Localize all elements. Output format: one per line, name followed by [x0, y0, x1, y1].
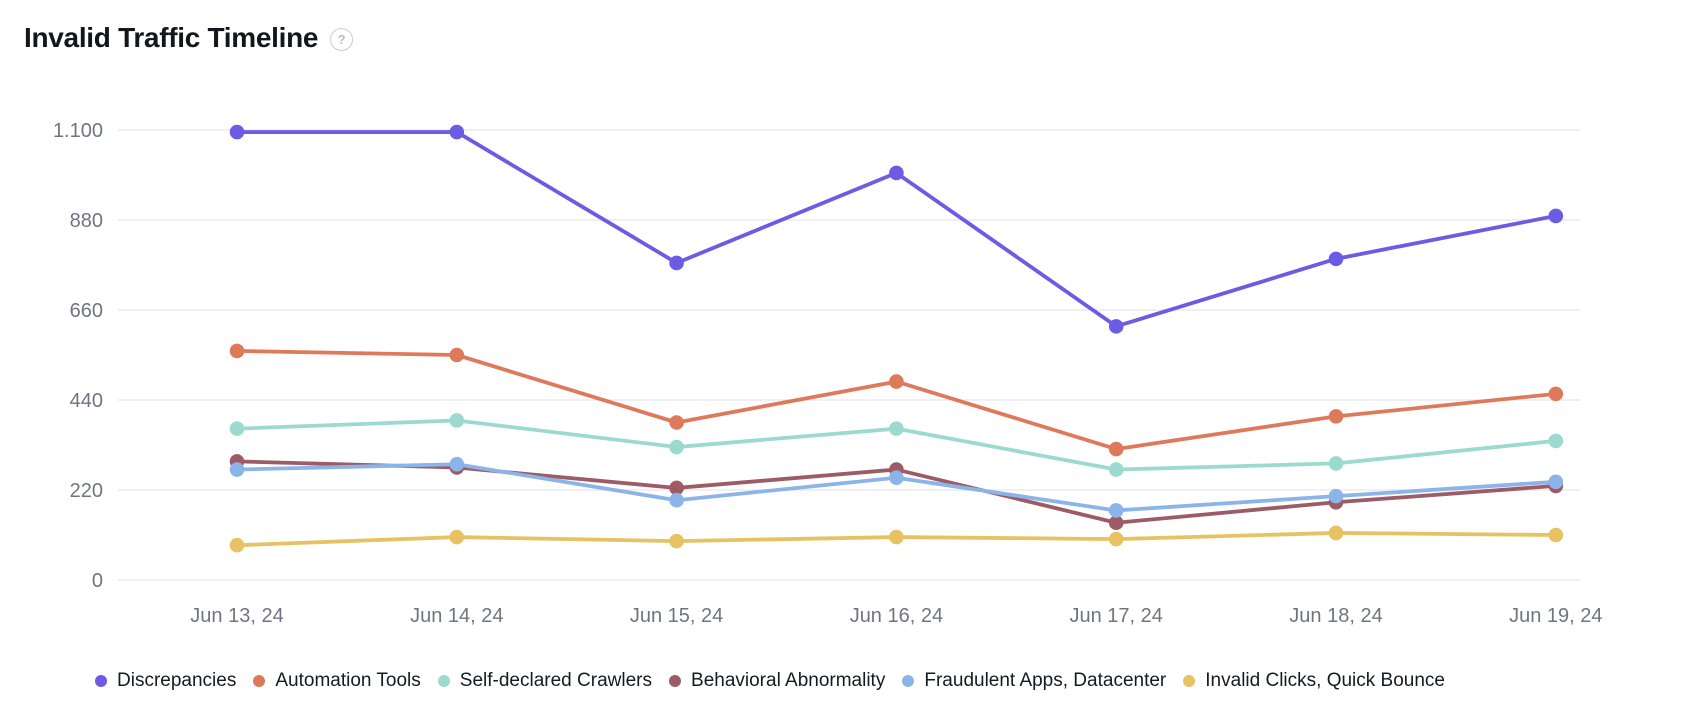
y-axis-tick: 660 — [70, 300, 103, 322]
chart-legend: Discrepancies Automation Tools Self-declar… — [95, 670, 1445, 692]
data-point-discrepancies[interactable] — [1548, 208, 1564, 224]
legend-label: Behavioral Abnormality — [691, 670, 886, 691]
data-point-invalid-clicks-quick-bounce[interactable] — [669, 533, 684, 549]
data-point-self-declared-crawlers[interactable] — [229, 421, 245, 436]
legend-item-self-declared-crawlers[interactable]: Self-declared Crawlers — [437, 670, 652, 692]
legend-dot-discrepancies — [95, 675, 107, 687]
x-axis-label: Jun 17, 24 — [1069, 605, 1162, 627]
y-axis-tick: 220 — [70, 480, 103, 502]
data-point-fraudulent-apps-datacenter[interactable] — [1108, 503, 1124, 518]
data-point-fraudulent-apps-datacenter[interactable] — [229, 462, 245, 477]
data-point-self-declared-crawlers[interactable] — [449, 413, 465, 428]
x-axis-label: Jun 14, 24 — [410, 605, 503, 627]
legend-dot-invalid-clicks-quick-bounce — [1183, 675, 1196, 687]
legend-dot-automation-tools — [253, 675, 266, 687]
data-point-automation-tools[interactable] — [1108, 441, 1124, 457]
legend-item-behavioral-abnormality[interactable]: Behavioral Abnormality — [669, 670, 885, 692]
data-point-fraudulent-apps-datacenter[interactable] — [449, 456, 465, 472]
data-point-behavioral-abnormality[interactable] — [1108, 515, 1124, 531]
data-point-fraudulent-apps-datacenter[interactable] — [1328, 488, 1344, 504]
data-point-fraudulent-apps-datacenter[interactable] — [1548, 474, 1564, 490]
legend-dot-behavioral-abnormality — [669, 675, 682, 687]
data-point-discrepancies[interactable] — [1108, 319, 1124, 334]
data-point-automation-tools[interactable] — [669, 415, 684, 430]
x-axis-label: Jun 19, 24 — [1509, 605, 1602, 627]
data-point-self-declared-crawlers[interactable] — [889, 421, 904, 436]
data-point-automation-tools[interactable] — [449, 347, 465, 363]
data-point-discrepancies[interactable] — [229, 124, 245, 140]
legend-label: Discrepancies — [117, 670, 237, 691]
x-axis-label: Jun 18, 24 — [1289, 605, 1382, 627]
help-icon[interactable]: ? — [330, 28, 354, 51]
legend-item-fraudulent-apps-datacenter[interactable]: Fraudulent Apps, Datacenter — [902, 670, 1166, 692]
legend-item-discrepancies[interactable]: Discrepancies — [95, 670, 236, 692]
legend-dot-self-declared-crawlers — [437, 675, 450, 687]
data-point-discrepancies[interactable] — [889, 165, 904, 181]
legend-item-invalid-clicks-quick-bounce[interactable]: Invalid Clicks, Quick Bounce — [1183, 670, 1445, 692]
data-point-automation-tools[interactable] — [1548, 386, 1564, 402]
page-title: Invalid Traffic Timeline — [24, 22, 319, 53]
data-point-fraudulent-apps-datacenter[interactable] — [889, 470, 904, 486]
y-axis-tick: 880 — [70, 210, 103, 232]
data-point-discrepancies[interactable] — [449, 124, 465, 140]
data-point-discrepancies[interactable] — [1328, 251, 1344, 267]
x-axis-label: Jun 16, 24 — [850, 605, 943, 627]
data-point-self-declared-crawlers[interactable] — [1328, 456, 1344, 471]
data-point-invalid-clicks-quick-bounce[interactable] — [1548, 527, 1564, 543]
timeline-chart-canvas: 0 220 440 660 880 1.100 Jun 13, 24 Jun 14, 24 Ju… — [53, 120, 1603, 627]
legend-label: Fraudulent Apps, Datacenter — [924, 670, 1167, 691]
data-point-self-declared-crawlers[interactable] — [669, 439, 684, 455]
x-axis-label: Jun 13, 24 — [190, 605, 283, 627]
data-point-invalid-clicks-quick-bounce[interactable] — [229, 537, 245, 553]
legend-label: Invalid Clicks, Quick Bounce — [1205, 670, 1445, 691]
data-point-behavioral-abnormality[interactable] — [669, 480, 684, 496]
legend-dot-fraudulent-apps-datacenter — [902, 675, 915, 687]
y-axis-tick: 0 — [92, 570, 103, 592]
data-point-invalid-clicks-quick-bounce[interactable] — [449, 529, 465, 545]
data-point-automation-tools[interactable] — [1328, 409, 1344, 424]
data-point-discrepancies[interactable] — [669, 255, 684, 271]
data-point-automation-tools[interactable] — [229, 343, 245, 359]
legend-item-automation-tools[interactable]: Automation Tools — [253, 670, 421, 692]
data-point-fraudulent-apps-datacenter[interactable] — [669, 492, 684, 508]
chart-header: Invalid Traffic Timeline ? — [24, 22, 354, 54]
y-axis-tick: 440 — [70, 390, 103, 412]
legend-label: Self-declared Crawlers — [459, 670, 652, 691]
data-point-invalid-clicks-quick-bounce[interactable] — [889, 529, 904, 545]
legend-label: Automation Tools — [275, 670, 421, 691]
data-point-automation-tools[interactable] — [889, 374, 904, 389]
data-point-self-declared-crawlers[interactable] — [1548, 433, 1564, 449]
y-axis-tick: 1.100 — [53, 120, 103, 142]
data-point-invalid-clicks-quick-bounce[interactable] — [1108, 531, 1124, 547]
x-axis-label: Jun 15, 24 — [630, 605, 723, 627]
data-point-invalid-clicks-quick-bounce[interactable] — [1328, 525, 1344, 541]
data-point-self-declared-crawlers[interactable] — [1108, 462, 1124, 477]
series-line-discrepancies — [235, 130, 1558, 329]
